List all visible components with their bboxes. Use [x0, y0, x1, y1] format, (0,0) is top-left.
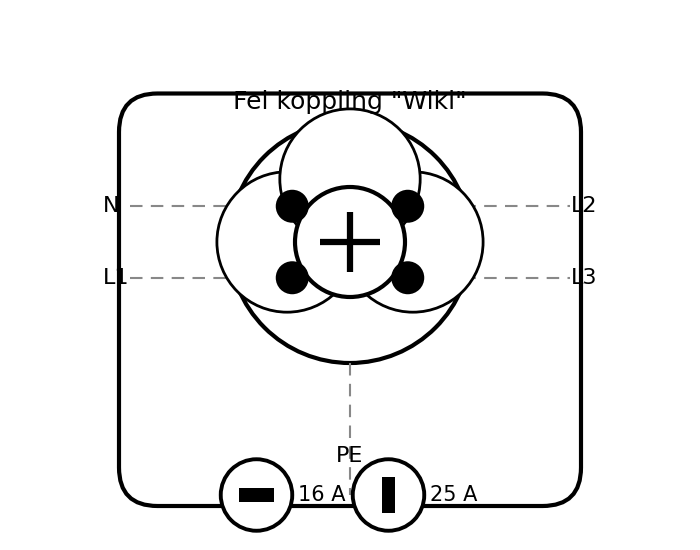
Text: L2: L2 [571, 196, 598, 216]
FancyBboxPatch shape [119, 94, 581, 506]
Circle shape [276, 190, 309, 223]
Circle shape [353, 459, 424, 531]
Circle shape [391, 261, 424, 294]
Circle shape [343, 172, 483, 312]
Circle shape [217, 172, 357, 312]
Circle shape [391, 190, 424, 223]
Text: Fel koppling "Wiki": Fel koppling "Wiki" [233, 90, 467, 114]
Circle shape [295, 187, 405, 297]
Text: N: N [102, 196, 119, 216]
Circle shape [220, 459, 293, 531]
Text: L3: L3 [571, 268, 598, 288]
Circle shape [280, 109, 420, 249]
FancyBboxPatch shape [382, 477, 395, 513]
Text: L1: L1 [102, 268, 129, 288]
Circle shape [276, 261, 309, 294]
Circle shape [229, 121, 471, 363]
FancyBboxPatch shape [239, 488, 274, 502]
Text: 16 A: 16 A [298, 485, 345, 505]
Text: 25 A: 25 A [430, 485, 477, 505]
Text: PE: PE [336, 447, 364, 466]
